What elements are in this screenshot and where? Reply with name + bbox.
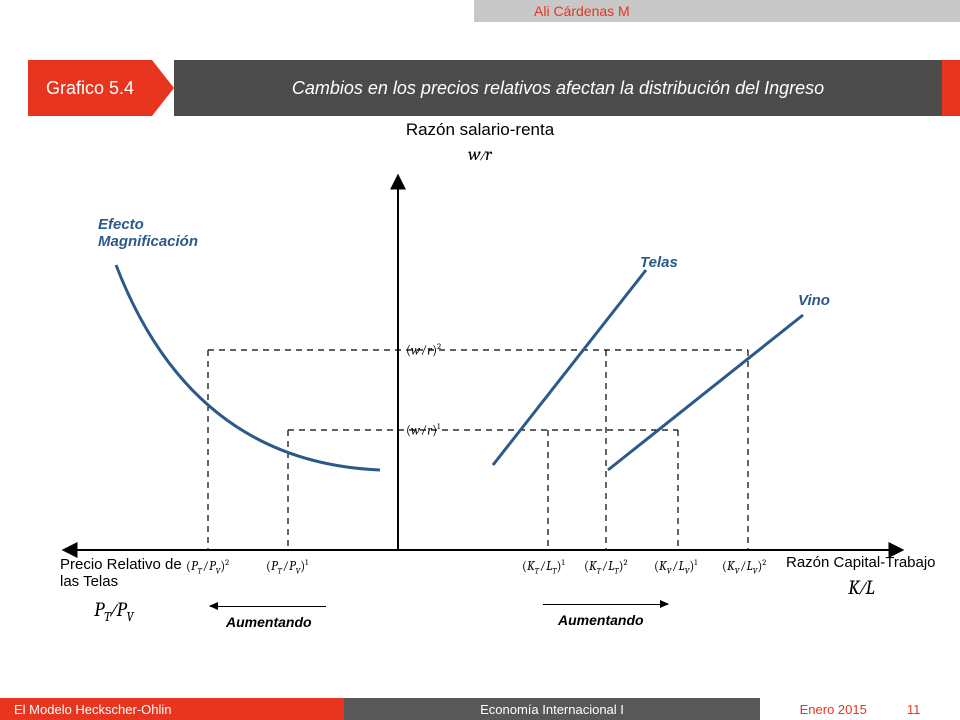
label-magnification: Efecto Magnificación bbox=[98, 216, 218, 251]
ribbon-tail bbox=[942, 60, 960, 116]
tick-ptpv1: (PT⁄PV)1 bbox=[266, 558, 308, 577]
figure-number-label: Grafico 5.4 bbox=[28, 60, 152, 116]
aumentando-left: Aumentando bbox=[226, 614, 312, 630]
footer-center: Economía Internacional I bbox=[344, 698, 760, 720]
arrow-left-icon bbox=[210, 606, 326, 607]
aumentando-right: Aumentando bbox=[558, 612, 644, 628]
slide-title-ribbon: Grafico 5.4 Cambios en los precios relat… bbox=[28, 60, 960, 116]
label-telas: Telas bbox=[640, 254, 678, 271]
tick-kvlv1: (KV⁄LV)1 bbox=[654, 558, 697, 577]
label-vino: Vino bbox=[798, 292, 830, 309]
arrow-right-icon bbox=[543, 604, 668, 605]
x-right-ratio: K⁄L bbox=[848, 576, 875, 599]
slide-footer: El Modelo Heckscher-Ohlin Economía Inter… bbox=[0, 698, 960, 720]
x-right-caption: Razón Capital-Trabajo bbox=[786, 554, 936, 571]
footer-page: 11 bbox=[907, 702, 921, 717]
top-author-bar: Ali Cárdenas M bbox=[474, 0, 960, 22]
author-name: Ali Cárdenas M bbox=[534, 3, 630, 19]
tick-kvlv2: (KV⁄LV)2 bbox=[722, 558, 766, 577]
curve-vino bbox=[608, 315, 803, 470]
tick-ktlt1: (KT⁄LT)1 bbox=[522, 558, 565, 577]
label-wr2: (w⁄r)2 bbox=[406, 342, 441, 358]
curve-telas bbox=[493, 270, 646, 465]
x-left-caption: Precio Relativo de las Telas bbox=[60, 556, 200, 590]
label-wr1: (w⁄r)1 bbox=[406, 422, 440, 438]
ribbon-arrow-icon bbox=[152, 60, 174, 116]
footer-date: Enero 2015 bbox=[800, 702, 867, 717]
diagram-area: Razón salario-renta w⁄r bbox=[28, 120, 932, 640]
curve-magnification bbox=[116, 265, 380, 470]
figure-title: Cambios en los precios relativos afectan… bbox=[174, 60, 942, 116]
footer-left: El Modelo Heckscher-Ohlin bbox=[0, 698, 344, 720]
tick-ktlt2: (KT⁄LT)2 bbox=[584, 558, 627, 577]
x-left-ratio: PT⁄PV bbox=[94, 598, 134, 625]
footer-right: Enero 2015 11 bbox=[760, 698, 960, 720]
